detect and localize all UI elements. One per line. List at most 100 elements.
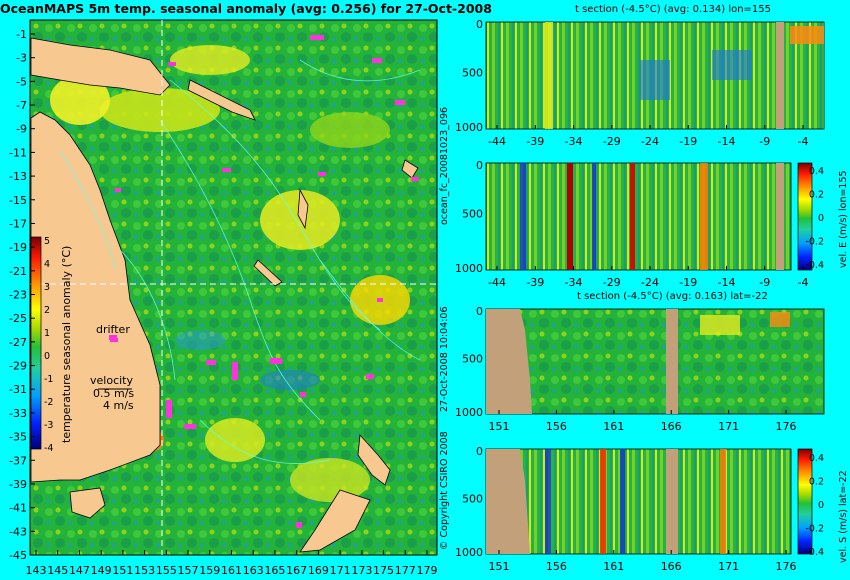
section-x-tick-label: -39 bbox=[526, 276, 544, 289]
map-y-tick-label: -35 bbox=[9, 431, 27, 444]
map-colorbar-tick-label: 1 bbox=[44, 328, 50, 339]
section-x-tick-label: -19 bbox=[679, 135, 697, 148]
section-panel-1: t section (-4.5°C) (avg: 0.134) lon=155 … bbox=[439, 4, 825, 225]
section-x-tick-label: -4 bbox=[798, 135, 809, 148]
section-x-tick-label: -39 bbox=[526, 135, 544, 148]
section-colorbar-tick-label: 0.4 bbox=[809, 453, 824, 464]
map-x-tick-label: 159 bbox=[199, 564, 220, 577]
map-colorbar-tick-label: 5 bbox=[44, 236, 50, 247]
section2-y-ticks: 0 500 1000 bbox=[455, 159, 483, 275]
section-x-tick-label: 166 bbox=[661, 560, 682, 573]
map-x-tick-label: 145 bbox=[47, 564, 68, 577]
map-x-tick-label: 153 bbox=[134, 564, 155, 577]
map-y-tick-label: -23 bbox=[9, 289, 27, 302]
section-x-tick-label: 151 bbox=[489, 560, 510, 573]
section2-plot-area bbox=[485, 162, 792, 271]
section-panel-3: t section (-4.5°C) (avg: 0.163) lat=-22 … bbox=[439, 291, 825, 433]
map-y-tick-label: -15 bbox=[9, 194, 27, 207]
map-x-tick-label: 149 bbox=[91, 564, 112, 577]
map-colorbar-tick-label: -3 bbox=[44, 420, 53, 431]
section2-colorbar bbox=[797, 162, 813, 271]
map-x-tick-label: 165 bbox=[264, 564, 285, 577]
map-x-tick-labels: 143 145 147 149 151 153 155 157 159 161 163 165 167 1… bbox=[26, 550, 438, 577]
section-y-tick-label: 0 bbox=[476, 18, 483, 31]
section4-land-mask bbox=[486, 449, 530, 554]
section-colorbar-tick-label: -0.2 bbox=[805, 524, 824, 535]
section1-y-ticks: 0 500 1000 bbox=[455, 18, 483, 134]
section-x-tick-label: 171 bbox=[718, 420, 739, 433]
section-x-tick-label: -24 bbox=[641, 276, 659, 289]
section-x-tick-label: -44 bbox=[488, 276, 506, 289]
new-guinea bbox=[30, 37, 171, 96]
map-x-tick-label: 167 bbox=[286, 564, 307, 577]
section-y-tick-label: 500 bbox=[462, 352, 483, 365]
section-x-tick-label: -34 bbox=[565, 135, 583, 148]
map-x-tick-label: 171 bbox=[330, 564, 351, 577]
map-colorbar-tick-label: 0 bbox=[44, 351, 50, 362]
section3-title: t section (-4.5°C) (avg: 0.163) lat=-22 bbox=[577, 291, 768, 302]
map-y-tick-label: -39 bbox=[9, 478, 27, 491]
section-colorbar-tick-label: -0.4 bbox=[805, 260, 824, 271]
map-y-tick-label: -29 bbox=[9, 360, 27, 373]
section-y-tick-label: 500 bbox=[462, 66, 483, 79]
section-x-tick-label: -9 bbox=[759, 135, 770, 148]
map-x-tick-label: 157 bbox=[178, 564, 199, 577]
map-y-tick-label: -5 bbox=[16, 75, 27, 88]
section1-ylabel: ocean_fc_20081023_096 bbox=[439, 107, 450, 225]
section3-land-mask bbox=[486, 309, 532, 414]
map-colorbar-tick-label: 4 bbox=[44, 259, 50, 270]
section-x-tick-label: 176 bbox=[776, 560, 797, 573]
section-panel-2: 0.4 0.2 0 -0.2 -0.4 vel. E (m/s) lon=155 0 50… bbox=[455, 159, 849, 289]
map-x-tick-label: 163 bbox=[243, 564, 264, 577]
map-y-tick-labels: -1 -3 -5 -7 -9 -11 -13 -15 -17 -19 -21 -23 -25 -27 -29… bbox=[9, 28, 35, 562]
map-x-tick-label: 161 bbox=[221, 564, 242, 577]
new-zealand-north bbox=[357, 434, 391, 486]
map-y-tick-label: -7 bbox=[16, 99, 27, 112]
new-caledonia bbox=[253, 259, 283, 287]
map-panel: OceanMAPS 5m temp. seasonal anomaly (avg… bbox=[0, 1, 492, 577]
section4-colorbar-label: vel. S (m/s) lat=-22 bbox=[838, 470, 849, 563]
section3-ylabel: 27-Oct-2008 10:04:06 bbox=[439, 307, 450, 413]
section4-x-ticks: 151 156 161 166 171 176 bbox=[489, 550, 797, 573]
section-y-tick-label: 1000 bbox=[455, 121, 483, 134]
map-y-tick-label: -37 bbox=[9, 454, 27, 467]
drifter-legend-marker bbox=[110, 338, 118, 342]
section4-y-ticks: 0 500 1000 bbox=[455, 445, 483, 559]
map-x-tick-label: 175 bbox=[373, 564, 394, 577]
map-y-tick-label: -13 bbox=[9, 170, 27, 183]
map-colorbar-tick-label: -1 bbox=[44, 374, 53, 385]
section-colorbar-tick-label: 0.2 bbox=[809, 477, 824, 488]
section-x-tick-label: -4 bbox=[798, 276, 809, 289]
section-x-tick-label: 161 bbox=[603, 560, 624, 573]
copyright-label: © Copyright CSIRO 2008 bbox=[439, 431, 450, 550]
solomon-islands bbox=[187, 79, 256, 121]
section-x-tick-label: 156 bbox=[546, 560, 567, 573]
section-x-tick-label: -14 bbox=[718, 135, 736, 148]
section-y-tick-label: 0 bbox=[476, 445, 483, 458]
section2-colorbar-ticks: 0.4 0.2 0 -0.2 -0.4 bbox=[805, 166, 824, 271]
map-y-tick-label: -27 bbox=[9, 336, 27, 349]
section-x-tick-label: -29 bbox=[603, 276, 621, 289]
section-x-tick-label: 156 bbox=[546, 420, 567, 433]
section-x-tick-label: -19 bbox=[679, 276, 697, 289]
drifter-markers bbox=[109, 35, 419, 528]
drifter-label: drifter bbox=[96, 323, 130, 336]
map-colorbar-tick-label: -4 bbox=[44, 443, 53, 454]
map-y-tick-label: -19 bbox=[9, 241, 27, 254]
section-colorbar-tick-label: 0.4 bbox=[809, 166, 824, 177]
section-y-tick-label: 1000 bbox=[455, 262, 483, 275]
section-y-tick-label: 0 bbox=[476, 305, 483, 318]
map-y-tick-label: -11 bbox=[9, 146, 27, 159]
map-y-tick-label: -43 bbox=[9, 525, 27, 538]
section-x-tick-label: -9 bbox=[759, 276, 770, 289]
map-x-tick-label: 169 bbox=[308, 564, 329, 577]
section-y-tick-label: 1000 bbox=[455, 546, 483, 559]
map-x-tick-label: 143 bbox=[26, 564, 47, 577]
section-colorbar-tick-label: 0 bbox=[818, 500, 824, 511]
map-y-tick-label: -33 bbox=[9, 407, 27, 420]
new-zealand-south bbox=[299, 489, 371, 553]
map-colorbar-tick-label: 3 bbox=[44, 282, 50, 293]
map-colorbar bbox=[30, 236, 42, 450]
map-x-tick-label: 179 bbox=[417, 564, 438, 577]
